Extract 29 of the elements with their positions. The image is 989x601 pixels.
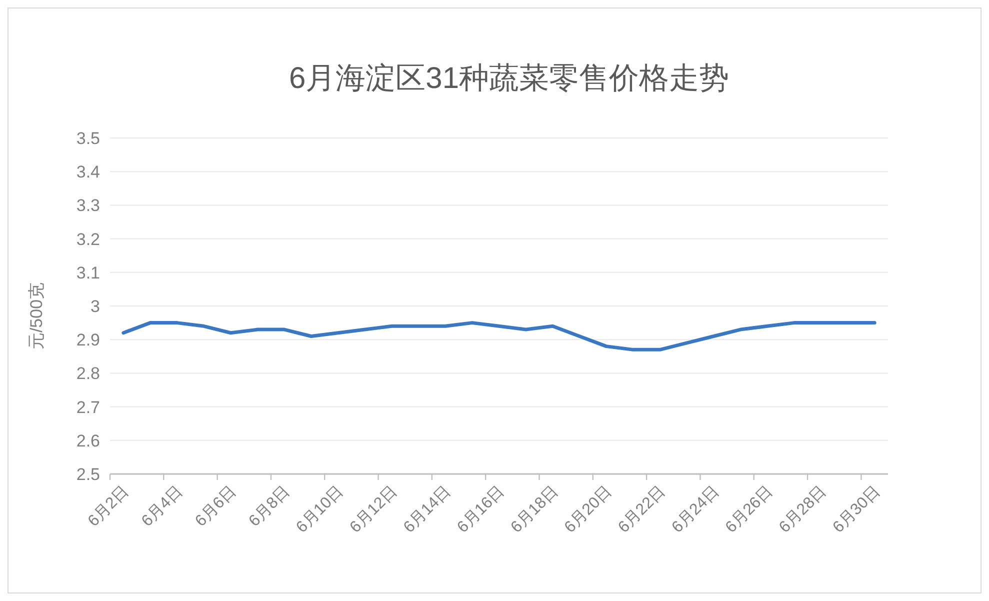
x-tick-label: 6月14日 (400, 482, 454, 536)
y-tick-label: 3.5 (76, 129, 100, 148)
x-tick-label: 6月20日 (562, 482, 616, 536)
y-tick-label: 3.4 (76, 162, 100, 182)
x-tick-label: 6月6日 (192, 482, 240, 530)
y-tick-label: 2.9 (76, 330, 100, 350)
x-tick-label: 6月22日 (615, 482, 669, 536)
y-tick-label: 2.6 (76, 431, 100, 450)
x-tick-label: 6月28日 (776, 482, 830, 536)
x-tick-label: 6月4日 (138, 482, 186, 530)
y-tick-label: 3.2 (76, 230, 100, 249)
x-tick-label: 6月26日 (722, 482, 776, 536)
x-tick-label: 6月16日 (454, 482, 508, 536)
y-tick-label: 2.7 (76, 398, 100, 417)
y-tick-label: 3.3 (76, 196, 100, 216)
y-tick-label: 2.5 (76, 465, 100, 484)
y-axis-title: 元/500克 (27, 282, 46, 350)
x-tick-label: 6月24日 (668, 482, 722, 536)
y-tick-label: 3.1 (76, 263, 100, 282)
x-tick-label: 6月10日 (293, 482, 347, 536)
x-tick-label: 6月30日 (830, 482, 884, 536)
y-tick-label: 2.8 (76, 364, 100, 384)
line-series (122, 321, 876, 352)
x-tick-label: 6月18日 (508, 482, 562, 536)
x-tick-label: 6月12日 (346, 482, 401, 536)
chart-title: 6月海淀区31种蔬菜零售价格走势 (288, 62, 730, 95)
x-tick-label: 6月2日 (85, 482, 132, 530)
x-tick-label: 6月8日 (246, 482, 294, 530)
y-tick-label: 3 (90, 297, 100, 316)
